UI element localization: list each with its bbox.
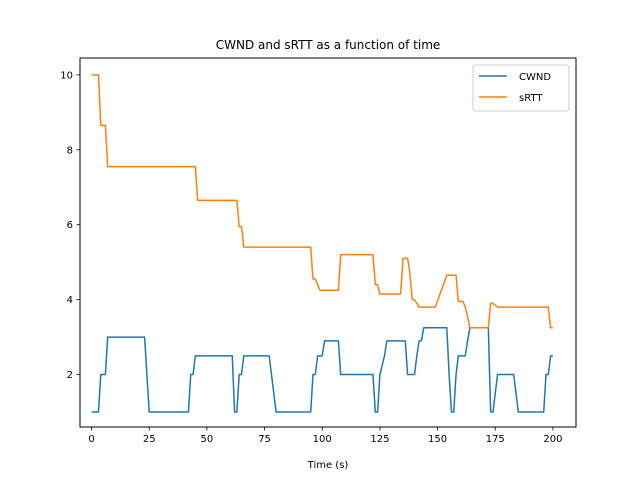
y-tick-label: 4 (67, 295, 73, 306)
legend-label-srtt: sRTT (519, 93, 543, 104)
y-tick-label: 10 (60, 70, 73, 81)
x-tick-label: 0 (88, 434, 94, 445)
chart-title: CWND and sRTT as a function of time (216, 38, 441, 52)
series-lines (91, 74, 553, 413)
x-tick-label: 100 (313, 434, 332, 445)
x-tick-label: 200 (543, 434, 562, 445)
x-axis-label: Time (s) (307, 460, 349, 471)
x-tick-label: 25 (143, 434, 156, 445)
y-axis-ticks: 2 4 6 8 10 (60, 70, 80, 381)
x-tick-label: 75 (258, 434, 271, 445)
y-tick-label: 6 (67, 220, 73, 231)
plot-frame (79, 57, 577, 428)
y-tick-label: 2 (67, 370, 73, 381)
x-tick-label: 150 (428, 434, 447, 445)
series-line-srtt (91, 74, 553, 329)
x-tick-label: 50 (201, 434, 214, 445)
x-tick-label: 125 (370, 434, 389, 445)
legend-label-cwnd: CWND (519, 72, 551, 83)
x-tick-label: 175 (486, 434, 505, 445)
y-tick-label: 8 (67, 145, 73, 156)
x-axis-ticks: 0 25 50 75 100 125 150 175 200 (88, 427, 562, 445)
legend: CWND sRTT (472, 64, 570, 112)
